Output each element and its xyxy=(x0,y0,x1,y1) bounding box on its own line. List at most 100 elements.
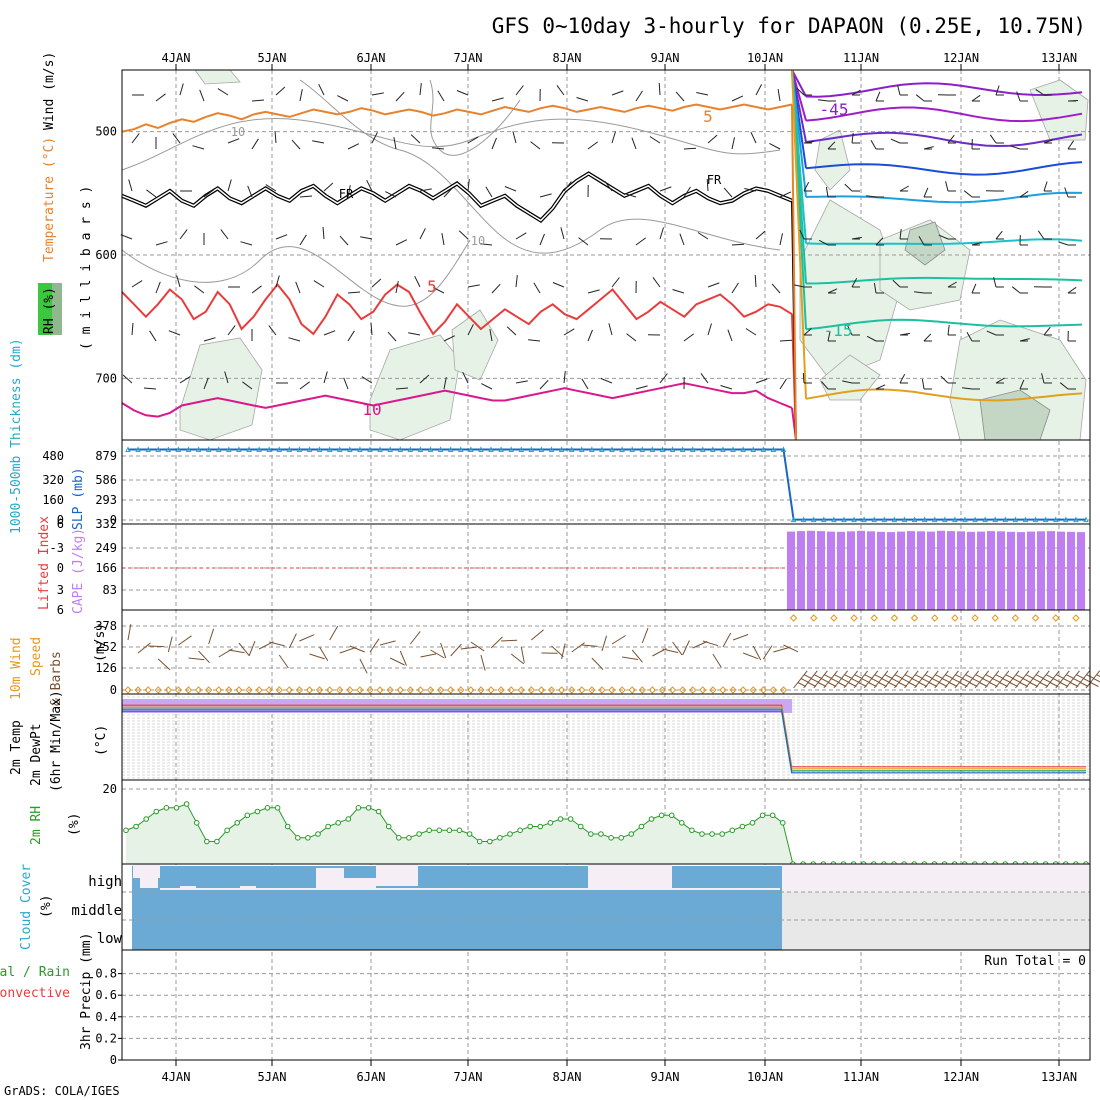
wind-speed-marker xyxy=(517,686,525,694)
cloud-high-patch xyxy=(180,886,196,890)
wind-speed-marker xyxy=(396,686,404,694)
wind-barb xyxy=(313,280,325,288)
wind-barb xyxy=(361,376,373,384)
thickness-marker xyxy=(367,446,373,453)
rh-point xyxy=(193,820,200,826)
thickness-marker xyxy=(790,516,797,523)
thickness-marker xyxy=(538,446,545,453)
rh-point xyxy=(456,827,463,834)
rh-point xyxy=(123,827,129,834)
wind-speed-marker xyxy=(699,686,707,694)
thickness-marker xyxy=(639,446,646,453)
wind-barb xyxy=(265,184,277,192)
10m-wind-barb xyxy=(622,656,638,660)
temp-series-line xyxy=(122,708,1086,772)
wind-barb xyxy=(1041,373,1045,384)
cloud-level-low: low xyxy=(97,931,123,947)
wind-barb xyxy=(802,372,805,384)
wind-barb xyxy=(437,90,445,102)
wind-barb xyxy=(624,193,637,198)
wind-speed-marker xyxy=(346,686,354,694)
precip-panel: 0.8 0.6 0.4 0.2 0 Run Total = 0 Total / Rain… xyxy=(0,933,1090,1067)
rh-point xyxy=(305,835,311,841)
wind-speed-marker xyxy=(578,686,586,694)
10m-wind-barb-flag xyxy=(918,682,928,687)
10m-wind-barb-flag xyxy=(878,682,887,687)
wind-barb xyxy=(1067,140,1075,150)
wind-barb xyxy=(658,82,661,96)
wind-speed-marker xyxy=(315,686,324,694)
wind-speed-marker xyxy=(719,686,727,694)
10m-wind-barb-flag xyxy=(1052,678,1062,684)
rh-series xyxy=(123,801,1089,867)
wind-tick-label: 126 xyxy=(95,661,117,675)
thickness-marker xyxy=(387,446,393,453)
wind-barb xyxy=(515,380,528,384)
rh-point xyxy=(729,827,736,834)
10m-wind-barb xyxy=(148,645,165,648)
wind-barb xyxy=(456,90,469,96)
rh-shade-region xyxy=(799,199,901,381)
wind-barb xyxy=(395,281,399,294)
wind-speed-marker xyxy=(779,686,788,694)
thickness-marker xyxy=(276,446,283,453)
wind-barb xyxy=(796,87,805,96)
wind-barb xyxy=(675,91,685,102)
wind-speed-marker xyxy=(1031,614,1040,622)
thickness-marker xyxy=(982,516,988,523)
cape-bar xyxy=(907,531,915,610)
wind-speed-marker xyxy=(285,686,294,694)
wind-barb xyxy=(578,237,589,246)
10m-wind-barb-flag xyxy=(955,674,964,680)
10m-wind-barb-flag xyxy=(924,674,934,680)
wind-barb xyxy=(971,283,977,294)
wind-barb xyxy=(347,185,351,198)
10m-wind-barb-flag xyxy=(992,678,1001,684)
wind-speed-marker xyxy=(154,686,162,694)
contour-label: 10 xyxy=(471,234,485,248)
10m-wind-barb xyxy=(672,641,683,656)
wind-speed-marker xyxy=(709,686,717,694)
wind-speed-marker xyxy=(265,686,273,694)
rh-point xyxy=(608,835,614,841)
wind-barb xyxy=(635,237,646,246)
wind-barb xyxy=(794,284,805,288)
wind-speed-marker xyxy=(1011,614,1020,622)
10m-wind-barb-flag xyxy=(807,682,817,687)
10m-wind-barb-flag xyxy=(871,678,880,684)
wind-barb xyxy=(659,186,672,192)
wind-barb xyxy=(322,226,325,240)
wind-speed-marker xyxy=(215,686,223,694)
wind-barb xyxy=(131,133,140,144)
rh-point xyxy=(618,835,625,841)
thickness-slp-ticks: 480 879 320 586 160 293 0 0 xyxy=(42,449,117,527)
wind-barb xyxy=(1059,382,1069,390)
wind-speed-marker xyxy=(376,686,384,694)
wind-speed-marker xyxy=(124,686,132,694)
10m-wind-barb-flag xyxy=(827,682,837,687)
wind-barb xyxy=(995,230,1003,240)
cape-bar xyxy=(887,532,895,610)
cape-bar xyxy=(1007,531,1015,610)
rh-point xyxy=(153,808,160,815)
rh-point xyxy=(355,805,362,811)
rh-point xyxy=(507,831,513,837)
thickness-marker xyxy=(548,446,555,453)
pressure-tick-label: 600 xyxy=(95,248,117,262)
thickness-marker xyxy=(689,446,696,453)
wind-barb xyxy=(410,134,421,144)
10m-wind-barb-flag xyxy=(1066,674,1075,680)
thickness-marker xyxy=(1063,516,1069,523)
10m-wind-barb xyxy=(752,645,762,661)
wind-barb xyxy=(539,233,545,246)
cape-bar xyxy=(917,531,925,610)
rh-point xyxy=(699,831,705,837)
wind-barb xyxy=(1011,286,1021,294)
10m-wind-barb xyxy=(178,635,192,646)
ylabel-speed: Speed xyxy=(29,637,44,676)
wind-barb xyxy=(897,85,901,96)
wind-barb xyxy=(611,277,620,288)
10m-wind-barb-flag xyxy=(854,674,863,680)
wind-speed-marker xyxy=(416,686,425,694)
10m-wind-barb xyxy=(641,627,649,644)
